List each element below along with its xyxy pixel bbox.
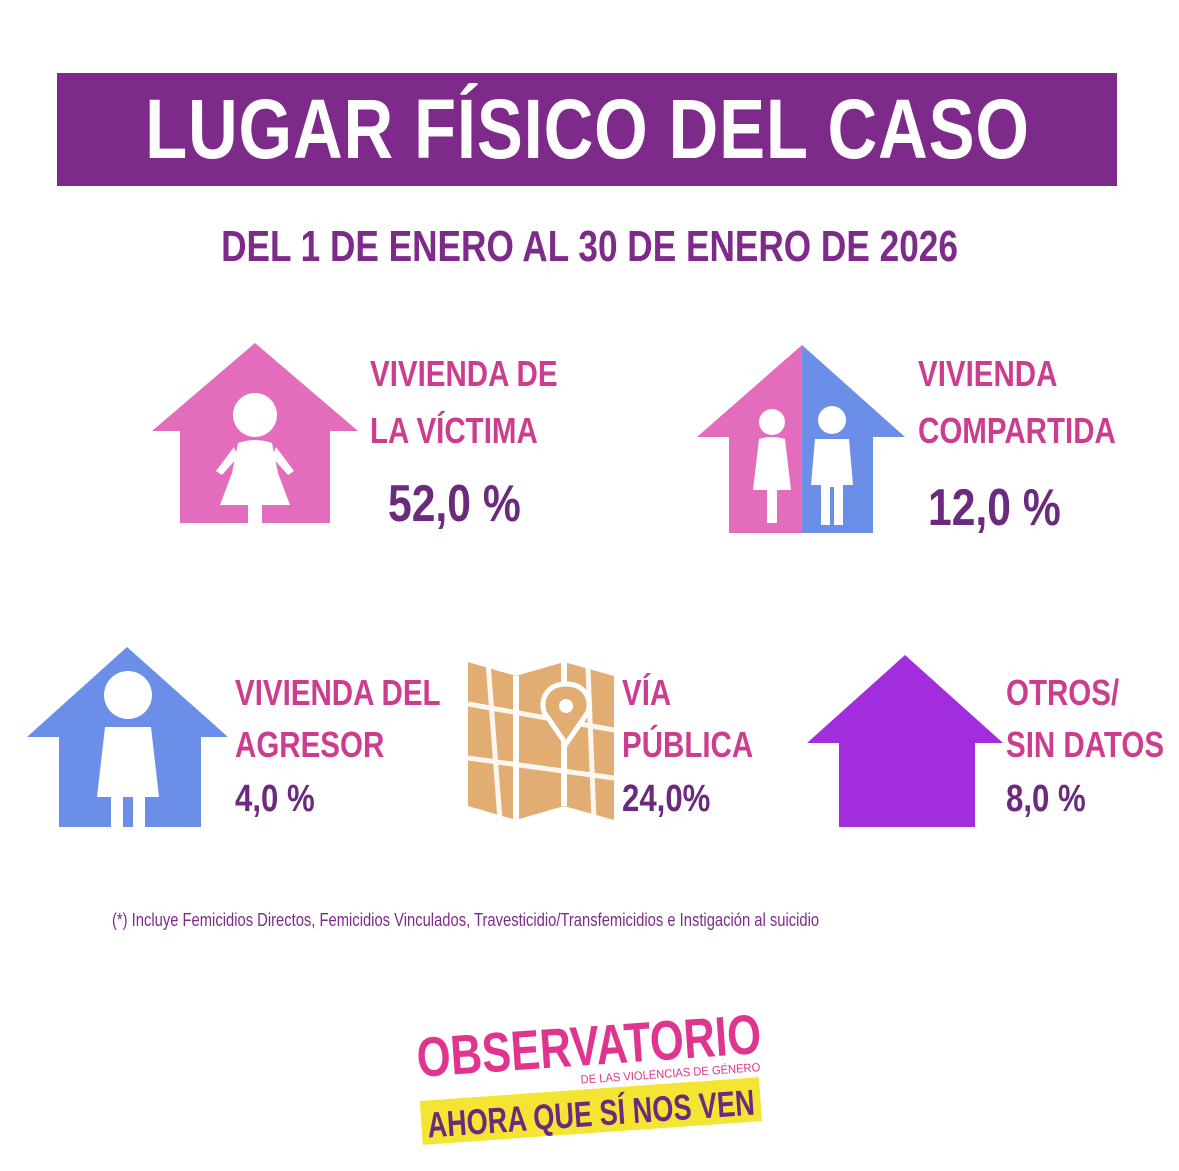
map-pin-icon	[468, 662, 615, 820]
label-vivienda-agresor-1: VIVIENDA DEL	[235, 672, 441, 713]
label-via-publica-1: VÍA	[622, 672, 672, 713]
label-otros-2: SIN DATOS	[1006, 724, 1165, 765]
footnote: (*) Incluye Femicidios Directos, Femicid…	[112, 910, 820, 930]
purple-house-icon	[807, 655, 1003, 827]
page-title: LUGAR FÍSICO DEL CASO	[144, 82, 1030, 176]
label-vivienda-victima-2: LA VÍCTIMA	[370, 410, 538, 451]
label-vivienda-compartida-1: VIVIENDA	[918, 353, 1058, 394]
observatorio-logo: OBSERVATORIO DE LAS VIOLENCIAS DE GÉNERO…	[415, 1002, 764, 1145]
value-vivienda-compartida: 12,0 %	[928, 479, 1061, 537]
label-vivienda-agresor-2: AGRESOR	[235, 724, 385, 765]
pink-house-woman-icon	[152, 343, 358, 525]
blue-house-man-icon	[27, 647, 228, 829]
label-via-publica-2: PÚBLICA	[622, 724, 754, 765]
label-otros-1: OTROS/	[1006, 672, 1120, 713]
label-vivienda-compartida-2: COMPARTIDA	[918, 410, 1116, 451]
value-vivienda-agresor: 4,0 %	[235, 778, 315, 820]
date-range-subtitle: DEL 1 DE ENERO AL 30 DE ENERO DE 2026	[221, 222, 958, 271]
value-via-publica: 24,0%	[622, 778, 711, 820]
title-banner: LUGAR FÍSICO DEL CASO	[57, 73, 1117, 186]
value-vivienda-victima: 52,0 %	[388, 475, 521, 533]
shared-house-couple-icon	[697, 345, 905, 533]
label-vivienda-victima-1: VIVIENDA DE	[370, 353, 558, 394]
value-otros: 8,0 %	[1006, 778, 1086, 820]
